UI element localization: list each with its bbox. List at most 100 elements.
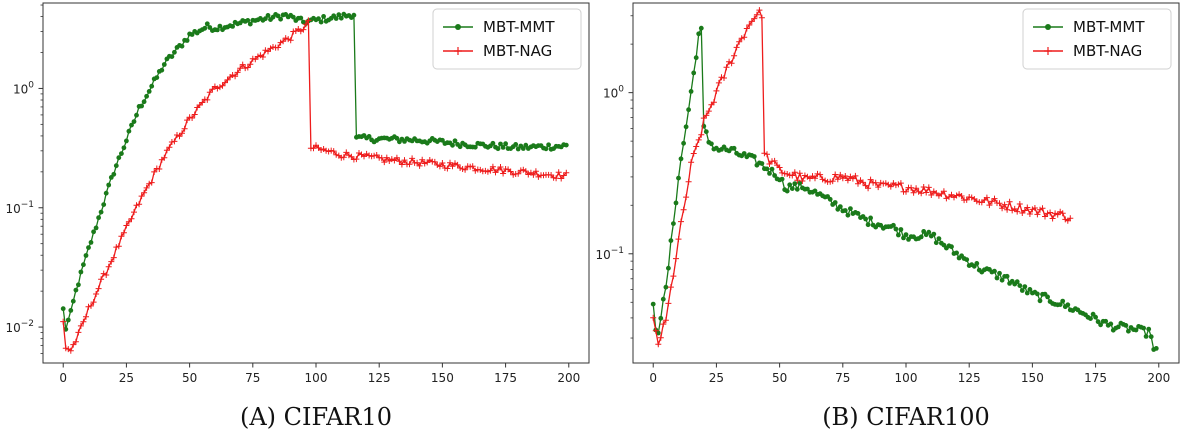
- data-point: [1042, 213, 1048, 220]
- data-point: [680, 206, 687, 213]
- data-point: [169, 54, 175, 59]
- data-point: [60, 306, 66, 312]
- data-point: [997, 270, 1002, 276]
- x-tick-label: 175: [1084, 371, 1107, 385]
- data-point: [242, 65, 249, 72]
- data-point: [769, 166, 775, 172]
- data-point: [131, 209, 137, 216]
- data-point: [136, 201, 143, 208]
- data-point: [771, 157, 778, 164]
- data-point: [204, 21, 210, 27]
- data-point: [683, 124, 689, 130]
- data-point: [1052, 210, 1059, 217]
- data-point: [1034, 211, 1041, 218]
- data-point: [546, 142, 551, 148]
- data-point: [462, 166, 469, 173]
- data-point: [671, 221, 676, 227]
- data-point: [216, 84, 223, 91]
- data-point: [1057, 302, 1063, 307]
- data-point: [239, 61, 246, 68]
- data-point: [98, 209, 104, 215]
- data-point: [715, 79, 722, 86]
- x-tick-label: 0: [649, 371, 657, 385]
- data-point: [300, 26, 307, 33]
- data-point: [184, 38, 190, 43]
- plot-frame: [42, 2, 590, 364]
- data-point: [78, 269, 84, 275]
- data-point: [728, 60, 735, 67]
- data-point: [419, 156, 426, 163]
- data-point: [1059, 210, 1066, 217]
- data-point: [1093, 314, 1098, 320]
- data-point: [393, 154, 400, 161]
- data-point: [88, 302, 94, 309]
- data-point: [792, 181, 798, 187]
- data-point: [731, 52, 738, 59]
- data-point: [837, 204, 843, 210]
- data-point: [852, 172, 859, 179]
- data-point: [652, 327, 659, 334]
- data-point: [351, 12, 357, 18]
- data-point: [245, 18, 251, 23]
- data-point: [414, 159, 421, 166]
- data-point: [759, 161, 765, 166]
- data-point: [761, 150, 768, 157]
- data-point: [336, 12, 342, 18]
- data-point: [794, 177, 801, 184]
- data-point: [143, 184, 150, 191]
- data-point: [1024, 290, 1030, 296]
- data-point: [280, 38, 287, 45]
- data-point: [489, 163, 496, 170]
- data-point: [721, 75, 727, 81]
- data-point: [673, 200, 679, 206]
- y-tick-base: 10: [603, 87, 618, 101]
- data-point: [141, 99, 147, 105]
- data-point: [1004, 206, 1011, 213]
- data-point: [287, 37, 294, 44]
- data-point: [202, 25, 208, 31]
- data-point: [396, 158, 403, 165]
- data-point: [698, 25, 704, 31]
- legend: MBT-MMT MBT-NAG: [1022, 8, 1172, 70]
- data-point: [262, 47, 269, 54]
- data-point: [764, 166, 770, 172]
- data-point: [434, 162, 441, 168]
- data-point: [1103, 318, 1109, 324]
- data-point: [842, 173, 849, 179]
- data-point: [298, 15, 304, 21]
- data-point: [812, 175, 818, 182]
- data-point: [1031, 205, 1038, 211]
- data-point: [206, 89, 213, 96]
- data-point: [958, 193, 965, 199]
- data-point: [776, 164, 783, 171]
- data-point: [1060, 298, 1066, 304]
- data-point: [812, 188, 818, 194]
- data-point: [133, 202, 140, 209]
- data-point: [126, 128, 132, 134]
- data-point: [736, 38, 743, 45]
- data-point: [860, 179, 866, 186]
- data-point: [340, 154, 347, 161]
- data-point: [330, 148, 337, 155]
- data-point: [454, 161, 461, 168]
- data-point: [678, 218, 684, 225]
- data-point: [321, 14, 326, 19]
- data-point: [543, 146, 549, 152]
- data-point: [116, 155, 122, 161]
- data-point: [954, 250, 959, 256]
- data-point: [709, 141, 714, 147]
- data-point: [553, 175, 560, 182]
- data-point: [670, 273, 677, 280]
- data-point: [986, 202, 993, 209]
- data-point: [837, 171, 844, 178]
- data-point: [316, 16, 321, 22]
- legend-box: [1022, 8, 1172, 70]
- data-point: [842, 208, 848, 213]
- legend-entry: MBT-NAG: [1073, 42, 1142, 60]
- data-point: [779, 176, 785, 182]
- data-point: [563, 169, 570, 176]
- data-point: [125, 218, 132, 225]
- data-point: [204, 96, 211, 103]
- series-mbt-mmt: [60, 11, 569, 332]
